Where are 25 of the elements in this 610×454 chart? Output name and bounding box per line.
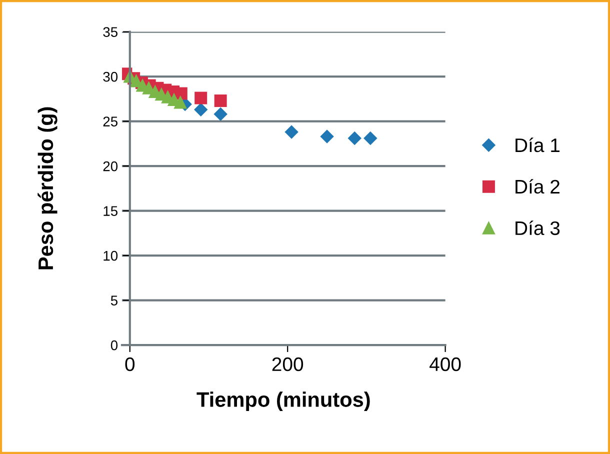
- y-tick-label: 35: [103, 27, 118, 37]
- point: [284, 125, 298, 139]
- point: [174, 96, 187, 109]
- point: [194, 92, 208, 104]
- x-axis-title: Tiempo (minutos): [196, 392, 370, 412]
- point: [214, 108, 228, 121]
- y-tick-label: 15: [104, 206, 118, 216]
- legend-label: Día 2: [516, 179, 560, 194]
- y-axis-title: Peso pérdido (g): [38, 107, 58, 270]
- y-tick-label: 25: [103, 116, 118, 126]
- y-tick-label: 30: [103, 72, 118, 82]
- y-tick-label: 20: [103, 161, 118, 172]
- legend-label: Día 3: [516, 220, 560, 236]
- point: [348, 132, 362, 145]
- y-tick-label: 10: [104, 250, 118, 261]
- x-tick-label: 0: [125, 357, 135, 372]
- point: [214, 94, 227, 107]
- x-tick-label: 200: [272, 357, 304, 372]
- point: [364, 132, 377, 145]
- point: [194, 103, 208, 116]
- x-tick-label: 400: [430, 357, 461, 372]
- legend-label: Día 1: [516, 138, 560, 152]
- point: [320, 130, 334, 144]
- y-tick-label: 0: [110, 340, 118, 350]
- y-tick-label: 5: [110, 296, 118, 306]
